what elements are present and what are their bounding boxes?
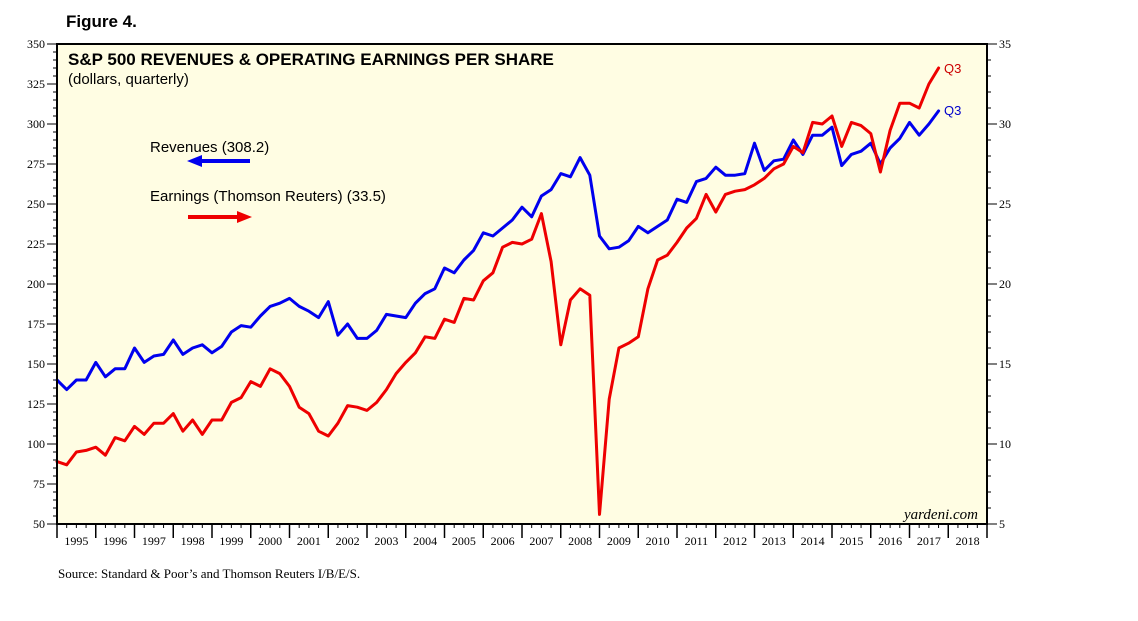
x-tick-label: 2016 bbox=[878, 534, 902, 548]
x-tick-label: 1995 bbox=[64, 534, 88, 548]
x-tick-label: 1996 bbox=[103, 534, 127, 548]
figure-label: Figure 4. bbox=[66, 12, 137, 31]
plot-background bbox=[57, 44, 987, 524]
x-tick-label: 2008 bbox=[568, 534, 592, 548]
legend-revenues-label: Revenues (308.2) bbox=[150, 139, 269, 156]
x-tick-label: 2011 bbox=[685, 534, 709, 548]
x-tick-label: 2013 bbox=[762, 534, 786, 548]
left-tick-label: 100 bbox=[27, 437, 45, 451]
left-tick-label: 275 bbox=[27, 157, 45, 171]
legend-earnings-arrow bbox=[188, 211, 252, 223]
x-axis: 1995 1996 1997 1998 1999 2000 2001 2002 2003 2004… bbox=[56, 524, 988, 548]
left-tick-label: 225 bbox=[27, 237, 45, 251]
legend: Revenues (308.2) Earnings (Thomson Reute… bbox=[150, 139, 386, 223]
x-tick-label: 1997 bbox=[142, 534, 166, 548]
chart-subtitle: (dollars, quarterly) bbox=[68, 71, 189, 88]
left-tick-label: 250 bbox=[27, 197, 45, 211]
left-tick-label: 175 bbox=[27, 317, 45, 331]
right-tick-label: 20 bbox=[999, 277, 1011, 291]
right-tick-label: 5 bbox=[999, 517, 1005, 531]
left-tick-label: 325 bbox=[27, 77, 45, 91]
left-tick-label: 150 bbox=[27, 357, 45, 371]
x-tick-label: 2004 bbox=[413, 534, 437, 548]
x-tick-label: 2000 bbox=[258, 534, 282, 548]
x-tick-label: 2007 bbox=[529, 534, 553, 548]
series-line-earnings bbox=[55, 66, 941, 516]
right-tick-label: 25 bbox=[999, 197, 1011, 211]
x-tick-label: 2018 bbox=[956, 534, 980, 548]
x-tick-label: 2014 bbox=[801, 534, 825, 548]
left-axis: 50 75 100 125 150 175 200 225 250 275 300 325 350 bbox=[27, 37, 57, 531]
series-layer bbox=[55, 66, 941, 516]
left-tick-label: 350 bbox=[27, 37, 45, 51]
series-line-revenues bbox=[55, 109, 941, 392]
x-tick-label: 2012 bbox=[723, 534, 747, 548]
x-tick-label: 2010 bbox=[646, 534, 670, 548]
left-tick-label: 125 bbox=[27, 397, 45, 411]
left-tick-label: 300 bbox=[27, 117, 45, 131]
legend-earnings-label: Earnings (Thomson Reuters) (33.5) bbox=[150, 188, 386, 205]
plot-frame bbox=[56, 43, 988, 525]
revenues-end-label: Q3 bbox=[944, 103, 961, 118]
x-tick-label: 2002 bbox=[336, 534, 360, 548]
chart-title: S&P 500 REVENUES & OPERATING EARNINGS PE… bbox=[68, 50, 554, 69]
x-tick-label: 2001 bbox=[297, 534, 321, 548]
right-tick-label: 15 bbox=[999, 357, 1011, 371]
x-tick-label: 2009 bbox=[607, 534, 631, 548]
x-tick-label: 1999 bbox=[219, 534, 243, 548]
source-note: Source: Standard & Poor’s and Thomson Re… bbox=[58, 566, 361, 581]
left-tick-label: 75 bbox=[33, 477, 45, 491]
x-tick-label: 2003 bbox=[374, 534, 398, 548]
right-tick-label: 30 bbox=[999, 117, 1011, 131]
left-tick-label: 200 bbox=[27, 277, 45, 291]
earnings-end-label: Q3 bbox=[944, 61, 961, 76]
x-tick-label: 2005 bbox=[452, 534, 476, 548]
x-tick-label: 2015 bbox=[839, 534, 863, 548]
left-tick-label: 50 bbox=[33, 517, 45, 531]
right-axis: 5 10 15 20 25 30 35 bbox=[987, 37, 1011, 531]
x-tick-label: 2006 bbox=[491, 534, 515, 548]
x-tick-label: 2017 bbox=[917, 534, 941, 548]
right-tick-label: 10 bbox=[999, 437, 1011, 451]
credit-text: yardeni.com bbox=[902, 507, 978, 523]
x-tick-label: 1998 bbox=[181, 534, 205, 548]
right-tick-label: 35 bbox=[999, 37, 1011, 51]
legend-revenues-arrow bbox=[187, 155, 250, 167]
